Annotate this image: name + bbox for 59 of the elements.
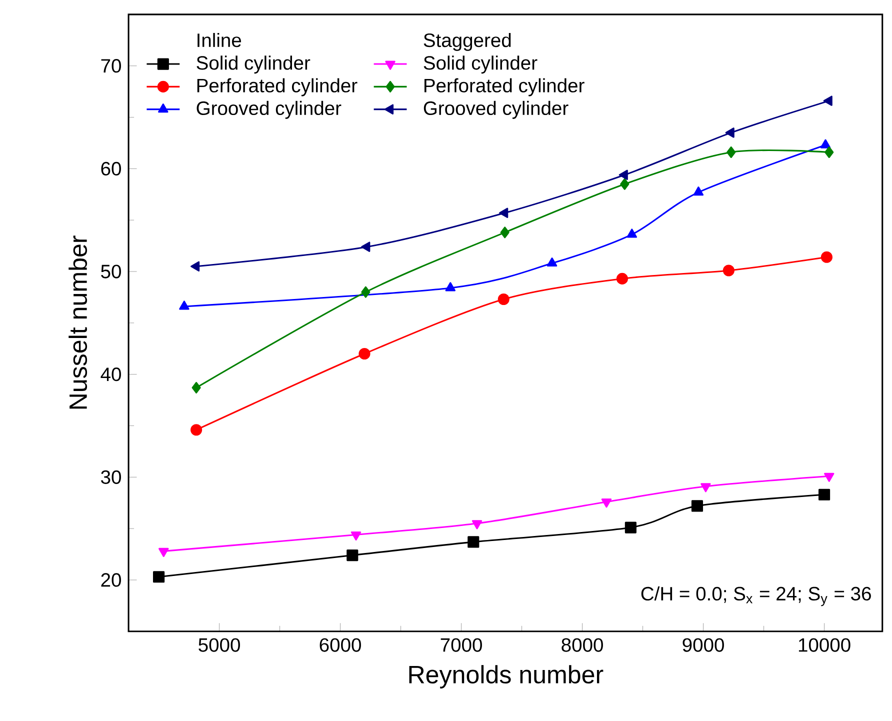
point — [190, 424, 202, 436]
point — [546, 257, 558, 267]
point — [620, 178, 630, 190]
point — [192, 382, 201, 394]
y-tick-label: 40 — [100, 367, 121, 382]
point — [179, 300, 190, 310]
point — [346, 549, 358, 562]
point — [626, 228, 638, 238]
point — [726, 146, 736, 158]
point — [693, 186, 704, 196]
annotation: Inline — [198, 32, 242, 48]
point — [190, 261, 200, 272]
y-tick-label: 20 — [101, 573, 121, 587]
legend-label: Perforated cylinder — [197, 78, 358, 96]
point — [823, 96, 832, 106]
legend-label: Grooved cylinder — [424, 100, 568, 119]
point — [824, 146, 834, 158]
point — [361, 286, 370, 298]
annotation: C/H = 0.0; S$_{x}$ = 24; S$_{y}$ = 36 — [641, 586, 871, 606]
point — [158, 548, 169, 557]
point — [445, 282, 456, 292]
legend-label: Solid cylinder — [196, 56, 310, 74]
point — [618, 170, 628, 180]
point — [350, 531, 362, 540]
point — [499, 208, 508, 218]
y-tick-label: 30 — [101, 470, 121, 484]
annotation: Staggered — [424, 32, 511, 51]
point — [691, 500, 704, 512]
point — [700, 483, 711, 492]
point — [468, 536, 480, 548]
legend-label: Perforated cylinder — [424, 78, 584, 96]
point — [358, 348, 370, 360]
point — [624, 522, 636, 534]
point — [361, 242, 370, 252]
point — [500, 226, 510, 238]
y-tick-label: 50 — [101, 264, 121, 278]
x-tick-label: 6000 — [320, 638, 361, 652]
x-tick-label: 9000 — [682, 638, 724, 652]
point — [820, 251, 832, 263]
y-tick-label: 60 — [101, 162, 121, 176]
x-axis-title: Reynolds number — [409, 665, 604, 688]
point — [824, 472, 834, 482]
point — [153, 571, 165, 583]
legend-label: Grooved cylinder — [196, 100, 342, 119]
legend-label: Solid cylinder — [424, 56, 538, 74]
point — [722, 264, 734, 276]
x-tick-label: 7000 — [440, 638, 482, 652]
point — [601, 498, 612, 508]
point — [498, 293, 510, 306]
point — [818, 488, 830, 500]
point — [725, 128, 734, 138]
x-tick-label: 5000 — [198, 638, 240, 652]
y-axis-title: Nusselt number — [68, 236, 88, 409]
point — [616, 272, 628, 284]
point — [472, 520, 482, 530]
y-tick-label: 70 — [101, 59, 121, 73]
point — [820, 139, 831, 148]
x-tick-label: 8000 — [562, 638, 603, 652]
x-tick-label: 10000 — [798, 638, 850, 652]
